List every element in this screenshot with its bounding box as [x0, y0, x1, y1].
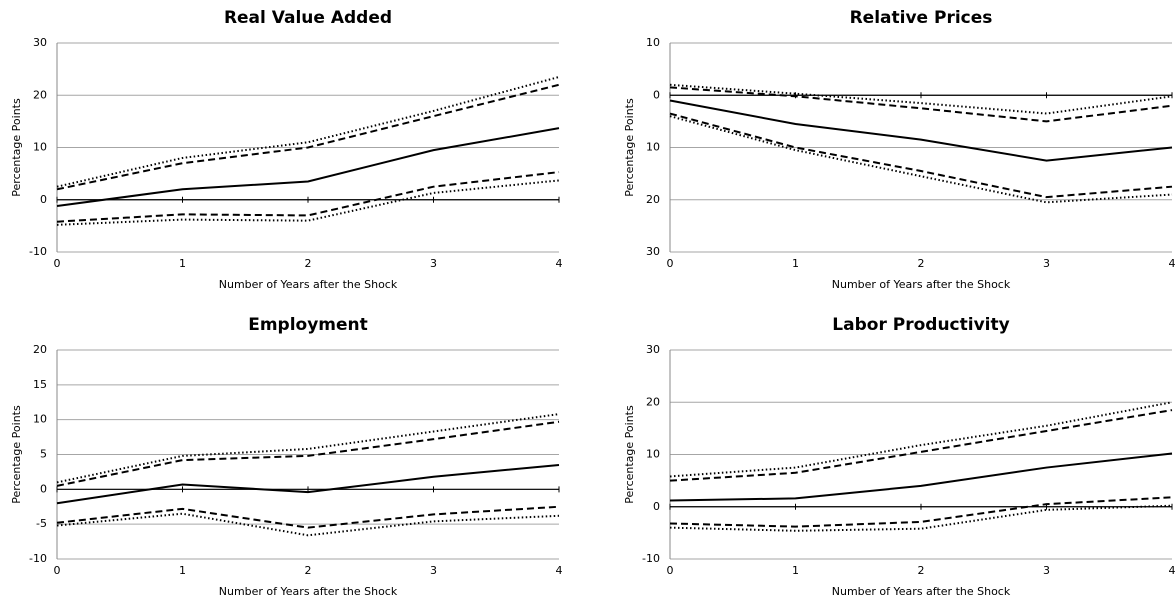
x-tick-label: 0 [54, 257, 61, 270]
y-tick-label: 10 [33, 413, 47, 426]
y-axis-label: Percentage Points [623, 405, 636, 504]
x-tick-label: 2 [305, 257, 312, 270]
series-line [56, 420, 560, 487]
x-tick-label: 0 [667, 564, 674, 577]
chart-title: Relative Prices [850, 8, 993, 28]
chart-title: Employment [248, 315, 368, 335]
y-tick-label: 30 [646, 343, 660, 356]
series-line [669, 115, 1173, 204]
series-line [669, 83, 1173, 115]
series-line [56, 127, 560, 208]
y-tick-label: 30 [33, 36, 47, 49]
x-tick-label: 2 [305, 564, 312, 577]
x-axis-label: Number of Years after the Shock [219, 585, 398, 598]
x-tick-label: 1 [792, 257, 799, 270]
x-tick-label: 1 [179, 564, 186, 577]
y-tick-label: 5 [40, 448, 47, 461]
y-tick-label: 20 [646, 395, 660, 408]
series-line [669, 99, 1173, 162]
x-tick-label: 3 [430, 564, 437, 577]
series-line [56, 83, 560, 191]
x-tick-label: 3 [1043, 257, 1050, 270]
series-line [56, 512, 560, 537]
x-tick-label: 4 [1169, 257, 1176, 270]
series-line [669, 112, 1173, 199]
y-tick-label: -5 [36, 517, 47, 530]
x-tick-label: 4 [556, 257, 563, 270]
x-tick-label: 4 [1169, 564, 1176, 577]
chart-title: Labor Productivity [832, 315, 1009, 335]
series-line [669, 86, 1173, 123]
y-tick-label: 15 [33, 378, 47, 391]
x-tick-label: 3 [430, 257, 437, 270]
y-tick-label: -10 [29, 552, 47, 565]
y-axis-label: Percentage Points [623, 98, 636, 197]
y-tick-label: -10 [29, 245, 47, 258]
x-tick-label: 4 [556, 564, 563, 577]
series-line [56, 75, 560, 188]
x-axis-label: Number of Years after the Shock [832, 278, 1011, 291]
y-tick-label: 10 [646, 141, 660, 154]
series-line [669, 452, 1173, 502]
y-tick-label: 20 [33, 343, 47, 356]
y-tick-label: 20 [33, 88, 47, 101]
y-tick-label: -10 [642, 552, 660, 565]
x-tick-label: 3 [1043, 564, 1050, 577]
series-line [669, 401, 1173, 478]
y-axis-label: Percentage Points [10, 98, 23, 197]
x-tick-label: 1 [179, 257, 186, 270]
y-axis-label: Percentage Points [10, 405, 23, 504]
y-tick-label: 0 [653, 500, 660, 513]
x-tick-label: 0 [54, 564, 61, 577]
x-tick-label: 2 [918, 257, 925, 270]
y-tick-label: 10 [646, 448, 660, 461]
x-tick-label: 1 [792, 564, 799, 577]
series-line [56, 463, 560, 505]
x-axis-label: Number of Years after the Shock [219, 278, 398, 291]
x-tick-label: 2 [918, 564, 925, 577]
y-tick-label: 30 [646, 245, 660, 258]
x-axis-label: Number of Years after the Shock [832, 585, 1011, 598]
y-tick-label: 20 [646, 193, 660, 206]
x-tick-label: 0 [667, 257, 674, 270]
y-tick-label: 0 [653, 88, 660, 101]
series-line [669, 409, 1173, 482]
series-line [56, 171, 560, 223]
y-tick-label: 0 [40, 193, 47, 206]
chart-title: Real Value Added [224, 8, 392, 28]
series-line [56, 505, 560, 529]
y-tick-label: 10 [33, 141, 47, 154]
series-line [669, 496, 1173, 528]
y-tick-label: 0 [40, 482, 47, 495]
y-tick-label: 10 [646, 36, 660, 49]
